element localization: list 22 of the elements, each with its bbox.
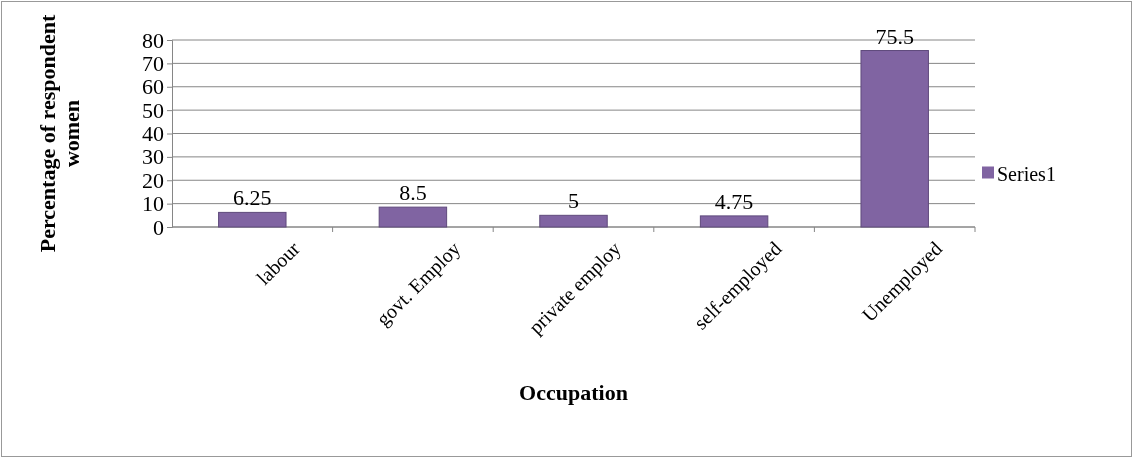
y-axis-title: Percentage of respondent women [35,14,85,253]
bar [539,214,608,228]
y-tick-label: 70 [142,50,164,76]
y-tick-label: 30 [142,144,164,170]
data-label: 5 [568,188,579,214]
y-tick-label: 40 [142,121,164,147]
bar [378,206,448,228]
y-tick-label: 80 [142,27,164,53]
data-label: 4.75 [714,188,754,214]
bar [218,211,287,228]
data-label: 8.5 [399,180,427,206]
bar [699,215,769,228]
legend-label: Series1 [997,162,1056,185]
bar [860,50,929,228]
y-tick-label: 10 [142,191,164,217]
y-tick-label: 60 [142,74,164,100]
data-label: 75.5 [875,23,914,49]
y-tick-label: 0 [153,214,164,240]
data-label: 6.25 [233,185,272,211]
y-tick-label: 50 [142,97,164,123]
y-tick-label: 20 [142,167,164,193]
x-axis-title: Occupation [519,380,628,405]
